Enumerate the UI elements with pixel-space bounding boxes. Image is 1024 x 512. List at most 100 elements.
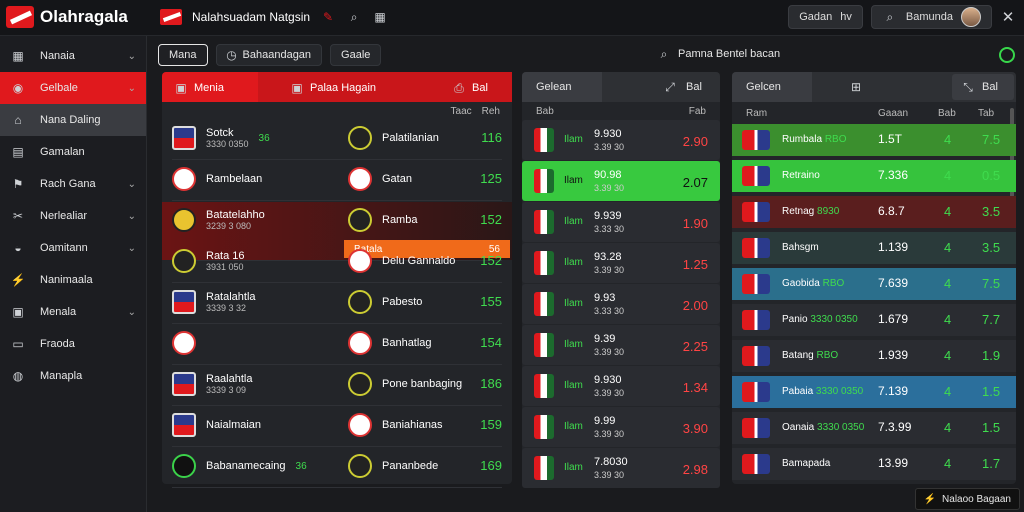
home-icon: ⌂ (14, 113, 22, 127)
search-link[interactable]: ⌕ Pamna Bentel bacan (656, 46, 781, 62)
sidebar-item[interactable]: ✂ Nerlealiar ⌄ (0, 200, 146, 232)
odds-value[interactable]: 169 (480, 458, 502, 473)
flag-icon[interactable] (160, 9, 182, 25)
odds-row[interactable]: Ilam 7.8030 3.39 30 2.98 (522, 448, 720, 488)
app-logo[interactable]: Olahragala (6, 4, 128, 30)
match-row[interactable]: Raalahtla 3339 3 09 Pone banbaging 186 (162, 366, 512, 406)
odds-value[interactable]: 152 (480, 212, 502, 227)
standings-row[interactable]: Pabaia 3330 0350 7.139 4 1.5 (732, 376, 1016, 408)
odds-value[interactable]: 1.34 (682, 380, 708, 395)
standings-row[interactable]: Bamapada 13.99 4 1.7 (732, 448, 1016, 480)
sidebar-item[interactable]: ◉ Gelbale ⌄ (0, 72, 146, 104)
sidebar-item[interactable]: ◍ Manapla (0, 360, 146, 392)
odds-panel-bal[interactable]: Bal (686, 81, 702, 93)
odds-row-sub: 3.39 30 (594, 388, 625, 398)
odds-value[interactable]: 1.25 (682, 257, 708, 272)
top-button-label: Gadan (799, 11, 833, 23)
team-name: Rumbala RBO (782, 134, 846, 145)
odds-value[interactable]: 2.07 (682, 175, 708, 190)
match-row[interactable]: Sotck 3330 0350 36 Palatilanian 116 (162, 120, 512, 160)
standings-row[interactable]: Batang RBO 1.939 4 1.9 (732, 340, 1016, 372)
odds-row[interactable]: Ilam 9.930 3.39 30 1.34 (522, 366, 720, 406)
standings-row[interactable]: Rumbala RBO 1.5T 4 7.5 (732, 124, 1016, 156)
odds-row[interactable]: Ilam 90.98 3.39 30 2.07 (522, 161, 720, 201)
tab-gaale[interactable]: Gaale (330, 44, 382, 66)
notification-toast[interactable]: ⚡ Nalaoo Bagaan (914, 488, 1020, 510)
tab-label: Mana (169, 49, 197, 61)
odds-value[interactable]: 154 (480, 335, 502, 350)
sidebar-item[interactable]: ▦ Nanaia ⌄ (0, 40, 146, 72)
team-crest-icon (172, 249, 196, 273)
top-nav-label[interactable]: Nalahsuadam Natgsin (192, 10, 311, 24)
odds-value[interactable]: 152 (480, 253, 502, 268)
odds-row[interactable]: Ilam 9.39 3.39 30 2.25 (522, 325, 720, 365)
sidebar-item[interactable]: ⚡ Nanimaala (0, 264, 146, 296)
odds-value[interactable]: 125 (480, 171, 502, 186)
opponent-crest-icon (348, 126, 372, 150)
sidebar-item[interactable]: ▤ Gamalan (0, 136, 146, 168)
sidebar-item[interactable]: ▣ Menala ⌄ (0, 296, 146, 328)
search-icon[interactable]: ⌕ (350, 9, 358, 24)
ball-icon: ◉ (12, 81, 24, 95)
tab-history[interactable]: ◷ Bahaandagan (215, 44, 323, 66)
odds-value[interactable]: 186 (480, 376, 502, 391)
odds-row[interactable]: Ilam 9.930 3.39 30 2.90 (522, 120, 720, 160)
expand-icon[interactable]: ⤢ (665, 79, 675, 94)
grid-icon[interactable]: ⊞ (850, 80, 862, 94)
match-row[interactable]: Batatelahho 3239 3 080 Ramba 152 Batala … (162, 202, 512, 261)
odds-row-label: Ilam (564, 216, 583, 227)
pen-icon[interactable]: ✎ (323, 10, 334, 24)
match-row[interactable]: Ratalahtla 3339 3 32 Pabesto 155 (162, 284, 512, 324)
opponent-name: Pabesto (382, 296, 423, 308)
odds-row[interactable]: Ilam 9.99 3.39 30 3.90 (522, 407, 720, 447)
standings-row[interactable]: Bahsgm 1.139 4 3.5 (732, 232, 1016, 264)
user-button[interactable]: ⌕ Bamunda (870, 5, 992, 29)
team-name-tag: 3330 0350 (817, 422, 865, 433)
odds-value[interactable]: 2.98 (682, 462, 708, 477)
match-row[interactable]: Babanamecaing 36 Pananbede 169 (162, 448, 512, 488)
odds-value[interactable]: 2.90 (682, 134, 708, 149)
odds-panel: Gelean ⤢ Bal Bab Fab Ilam 9.930 3.39 30 … (522, 72, 720, 488)
standings-row[interactable]: Oanaia 3330 0350 7.3.99 4 1.5 (732, 412, 1016, 444)
header-bal[interactable]: ⎙ Bal (454, 80, 488, 96)
odds-row-label: Ilam (564, 298, 583, 309)
header-menia[interactable]: ▣ Menia (175, 80, 224, 96)
odds-value[interactable]: 3.90 (682, 421, 708, 436)
match-row[interactable]: Banhatlag 154 (162, 325, 512, 365)
sidebar-item-label: Menala (40, 306, 77, 318)
odds-row[interactable]: Ilam 9.93 3.33 30 2.00 (522, 284, 720, 324)
odds-value[interactable]: 155 (480, 294, 502, 309)
standings-bal[interactable]: Bal (982, 81, 998, 93)
close-icon[interactable]: ✕ (1001, 9, 1015, 26)
grid-icon[interactable]: ▦ (374, 10, 386, 24)
tab-main[interactable]: Mana (158, 44, 208, 66)
standings-row[interactable]: Gaobida RBO 7.639 4 7.5 (732, 268, 1016, 300)
selected-bet-bar[interactable]: Batala 56 (344, 240, 510, 258)
col-label: Gaaan (878, 107, 909, 119)
sidebar-item[interactable]: ⚑ Rach Gana ⌄ (0, 168, 146, 200)
sidebar-item[interactable]: ▭ Fraoda (0, 328, 146, 360)
standings-row[interactable]: Retnag 8930 6.8.7 4 3.5 (732, 196, 1016, 228)
expand-icon[interactable]: ⤡ (963, 79, 973, 94)
odds-value[interactable]: 159 (480, 417, 502, 432)
standings-row[interactable]: Panio 3330 0350 1.679 4 7.7 (732, 304, 1016, 336)
match-row[interactable]: Rata 16 3931 050 Delu Gannaldo 152 (162, 243, 512, 283)
bet-label: Batala (354, 243, 383, 255)
refresh-icon[interactable] (999, 47, 1015, 63)
header-palaa[interactable]: ▣ Palaa Hagain (291, 80, 376, 96)
sidebar-item[interactable]: ◒ Oamitann ⌄ (0, 232, 146, 264)
odds-value[interactable]: 116 (481, 130, 502, 145)
player-kit-icon (742, 202, 770, 222)
sidebar-item[interactable]: ⌂ Nana Daling (0, 104, 146, 136)
standings-row[interactable]: Retraino 7.336 4 0.5 (732, 160, 1016, 192)
odds-row[interactable]: Ilam 93.28 3.39 30 1.25 (522, 243, 720, 283)
col-label: Reh (481, 105, 500, 117)
match-row[interactable]: Naialmaian Baniahianas 159 (162, 407, 512, 447)
odds-row[interactable]: Ilam 9.939 3.33 30 1.90 (522, 202, 720, 242)
top-button[interactable]: Gadan hv (788, 5, 863, 29)
odds-value[interactable]: 2.00 (682, 298, 708, 313)
team-name-tag: 3330 0350 (815, 386, 864, 397)
match-row[interactable]: Rambelaan Gatan 125 (162, 161, 512, 201)
odds-value[interactable]: 2.25 (682, 339, 708, 354)
odds-value[interactable]: 1.90 (682, 216, 708, 231)
